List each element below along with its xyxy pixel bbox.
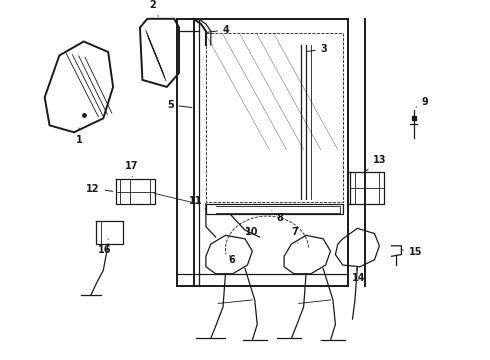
Text: 4: 4 [206,25,230,35]
Text: 16: 16 [98,239,112,255]
Text: 17: 17 [125,161,139,177]
Text: 5: 5 [167,100,192,110]
Text: 12: 12 [86,184,113,194]
Text: 13: 13 [366,155,387,171]
Text: 8: 8 [272,211,284,223]
Text: 9: 9 [416,97,429,107]
Text: 11: 11 [189,196,206,209]
Text: 3: 3 [306,44,327,54]
Text: 7: 7 [292,227,298,243]
Text: 2: 2 [150,0,158,16]
Text: 14: 14 [351,269,365,283]
Text: 1: 1 [76,128,83,145]
Text: 15: 15 [402,247,422,257]
Text: 10: 10 [245,227,259,237]
Text: 6: 6 [228,255,235,265]
